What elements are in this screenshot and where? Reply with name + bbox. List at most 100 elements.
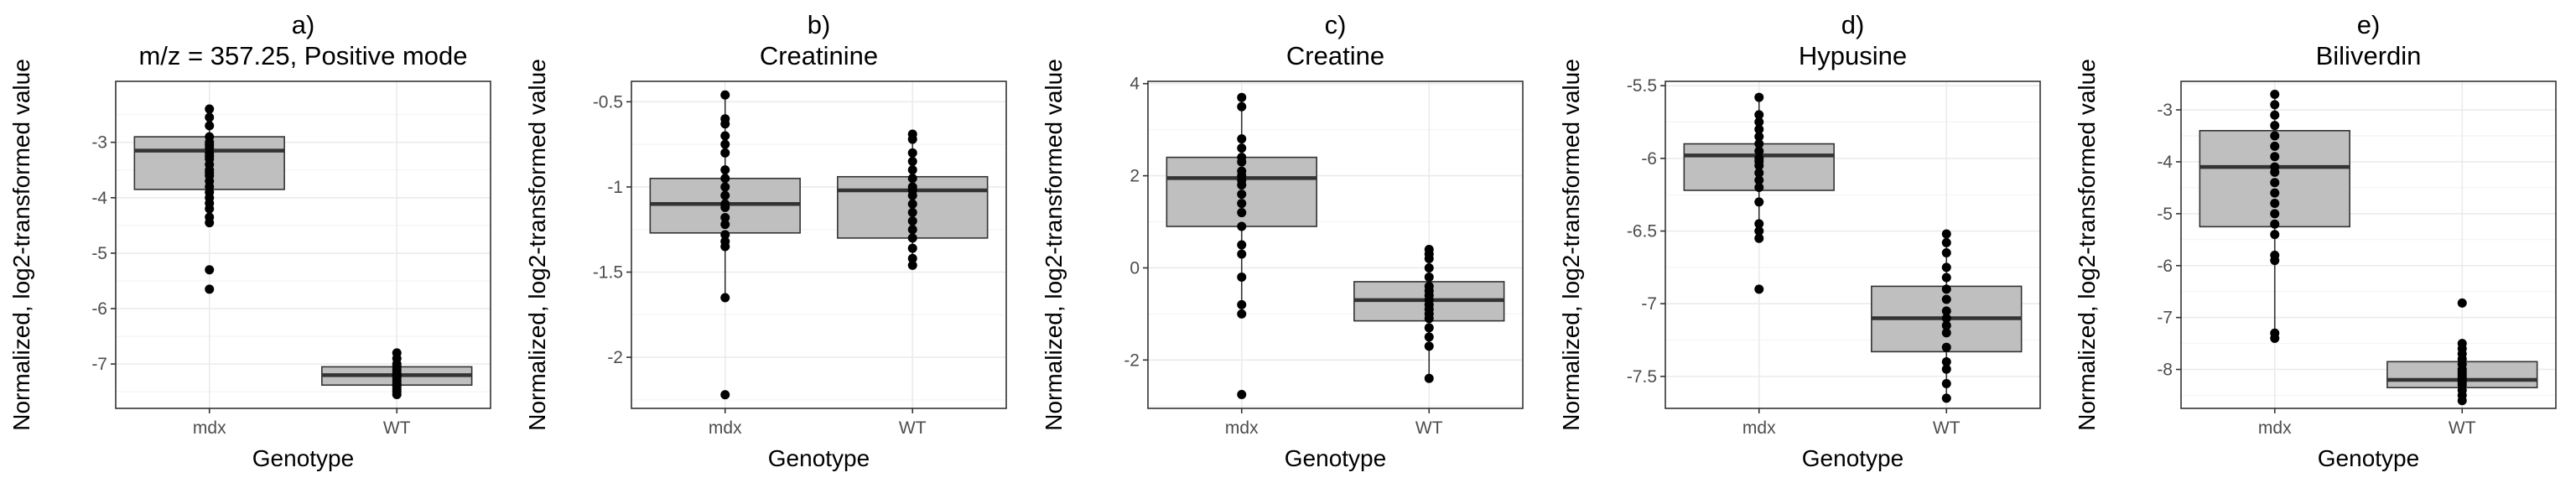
data-point <box>907 225 917 235</box>
data-point <box>1754 161 1764 171</box>
data-point <box>720 213 730 222</box>
panel-border <box>1665 80 2041 409</box>
data-point <box>1424 341 1434 351</box>
x-tick-label: WT <box>2449 418 2476 438</box>
y-tick-label: -7.5 <box>1627 367 1657 387</box>
data-point <box>907 148 917 158</box>
data-point <box>1754 168 1764 178</box>
data-point <box>720 131 730 141</box>
x-axis-label: Genotype <box>252 445 354 471</box>
data-point <box>1941 342 1951 352</box>
data-point <box>907 156 917 166</box>
data-point <box>1754 233 1764 243</box>
chart-panel: -3 -4 -5 -6 -7 -8 mdx WT e)Biliverdin Genotype Nor… <box>2074 10 2557 471</box>
y-tick-label: -6 <box>91 299 107 319</box>
y-tick-label: -6 <box>1641 149 1657 169</box>
data-point <box>720 139 730 149</box>
data-point <box>1941 262 1951 273</box>
data-point <box>720 390 730 400</box>
data-point <box>205 218 215 228</box>
data-point <box>392 389 402 399</box>
y-tick-label: -7 <box>91 355 107 374</box>
data-point <box>720 182 730 192</box>
data-point <box>907 253 917 263</box>
data-point <box>2270 121 2280 131</box>
data-point <box>2270 333 2280 343</box>
data-point <box>2270 219 2280 229</box>
data-point <box>1754 226 1764 236</box>
data-point <box>1941 284 1951 294</box>
data-point <box>1754 284 1764 294</box>
data-point <box>1754 124 1764 134</box>
data-point <box>2270 178 2280 188</box>
data-point <box>1237 390 1247 400</box>
data-point <box>1424 314 1434 324</box>
data-point <box>1237 272 1247 282</box>
panel-border <box>115 80 491 409</box>
data-point <box>1754 92 1764 102</box>
panel-title: Creatinine <box>760 41 878 70</box>
y-tick-label: 0 <box>1130 258 1140 278</box>
data-point <box>2270 152 2280 162</box>
data-point <box>1941 393 1951 403</box>
data-point <box>1424 253 1434 263</box>
panel-title: Creatine <box>1286 41 1384 70</box>
data-point <box>1237 101 1247 112</box>
y-tick-label: -2 <box>1124 351 1140 370</box>
x-tick-label: WT <box>1415 418 1443 438</box>
y-tick-label: -3 <box>2157 101 2173 120</box>
y-tick-label: -4 <box>2157 153 2173 172</box>
data-point <box>2270 141 2280 151</box>
data-point <box>1237 157 1247 167</box>
data-point <box>2270 188 2280 198</box>
data-point <box>1424 332 1434 342</box>
y-tick-label: -6 <box>2157 257 2173 276</box>
y-tick-label: -5.5 <box>1627 76 1657 96</box>
data-point <box>1754 146 1764 156</box>
plot-background <box>631 81 1006 408</box>
y-axis-label: Normalized, log2-transformed value <box>524 59 550 431</box>
data-point <box>205 121 215 131</box>
data-point <box>907 174 917 184</box>
data-point <box>1941 229 1951 239</box>
data-point <box>2457 298 2467 308</box>
data-point <box>720 230 730 240</box>
x-axis-label: Genotype <box>1802 445 1903 471</box>
data-point <box>720 220 730 230</box>
data-point <box>1237 249 1247 259</box>
panel-label: a) <box>292 10 315 39</box>
data-point <box>720 148 730 158</box>
data-point <box>1941 379 1951 389</box>
data-point <box>907 165 917 175</box>
data-point <box>1754 110 1764 120</box>
panel-label: d) <box>1841 10 1865 39</box>
data-point <box>205 284 215 294</box>
y-tick-label: 2 <box>1130 167 1140 186</box>
data-point <box>1941 357 1951 367</box>
data-point <box>907 199 917 209</box>
y-axis-label: Normalized, log2-transformed value <box>8 59 34 431</box>
data-point <box>720 202 730 212</box>
data-point <box>907 190 917 200</box>
data-point <box>907 243 917 253</box>
data-point <box>1237 180 1247 190</box>
data-point <box>907 207 917 217</box>
panel-label: e) <box>2357 10 2381 39</box>
y-tick-label: -0.5 <box>593 92 623 112</box>
data-point <box>1941 237 1951 247</box>
y-tick-label: -8 <box>2157 361 2173 380</box>
data-point <box>1754 183 1764 193</box>
x-tick-label: mdx <box>709 418 742 438</box>
data-point <box>2270 256 2280 266</box>
data-point <box>1237 309 1247 319</box>
panel-title: Biliverdin <box>2316 41 2422 70</box>
data-point <box>1941 248 1951 258</box>
x-tick-label: mdx <box>2258 418 2292 438</box>
panel-border <box>2180 80 2557 409</box>
data-point <box>1424 373 1434 383</box>
data-point <box>1941 306 1951 316</box>
data-point <box>1424 323 1434 333</box>
x-tick-label: mdx <box>1225 418 1259 438</box>
x-tick-label: WT <box>899 418 927 438</box>
y-axis-label: Normalized, log2-transformed value <box>1558 59 1584 431</box>
